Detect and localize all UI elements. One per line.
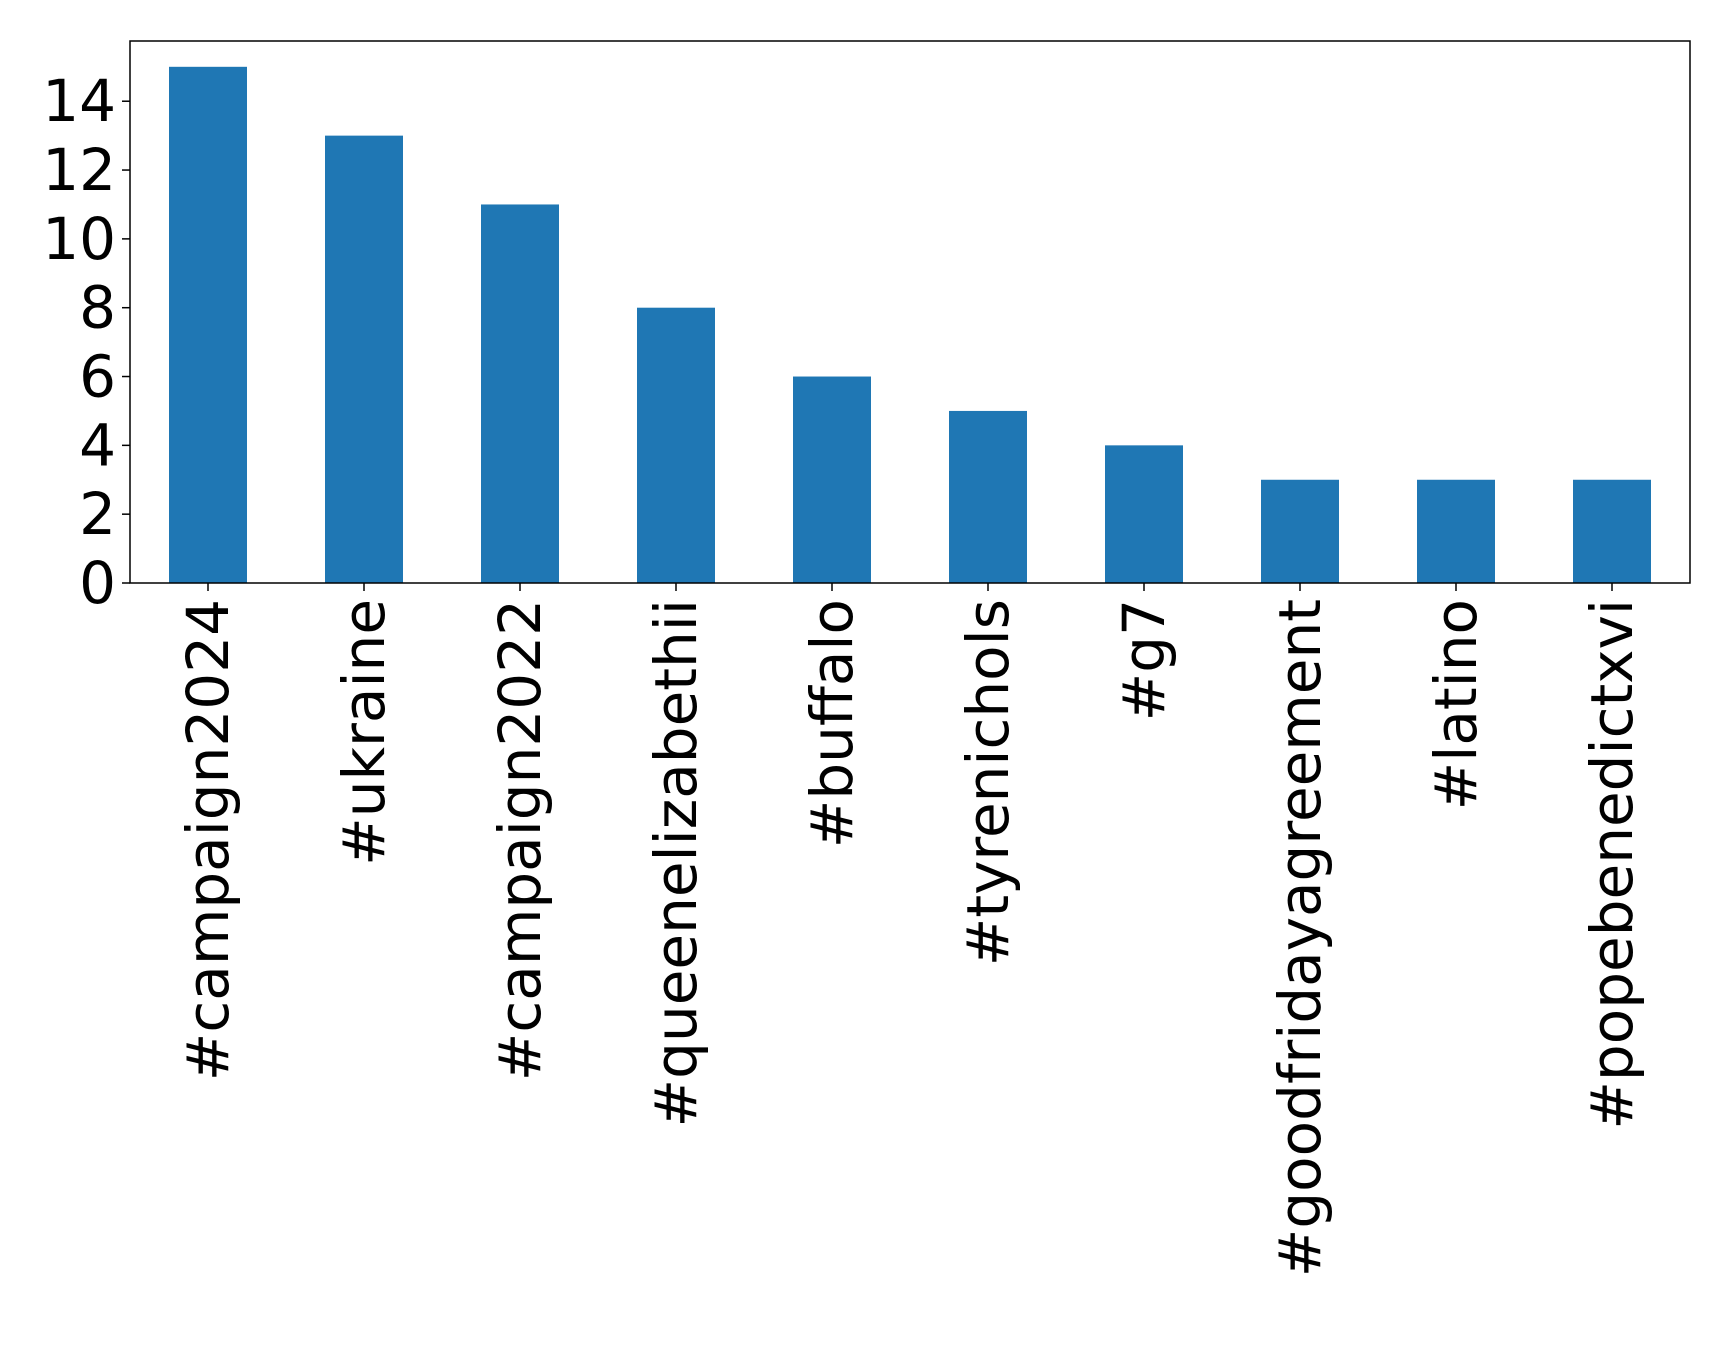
y-tick-label: 8 (79, 274, 116, 342)
x-tick-label: #campaign2022 (486, 599, 554, 1081)
y-tick-label: 14 (42, 67, 116, 135)
y-tick-label: 10 (42, 205, 116, 273)
bar (949, 410, 1027, 583)
y-tick-label: 12 (42, 136, 116, 204)
bar (481, 204, 559, 583)
x-tick-label: #queenelizabethii (642, 599, 710, 1127)
x-tick-label: #tyrenichols (954, 599, 1022, 966)
y-tick-label: 4 (79, 411, 116, 479)
y-tick-label: 6 (79, 343, 116, 411)
x-tick-label: #campaign2024 (174, 599, 242, 1081)
bars-group (169, 66, 1651, 584)
plot-frame (129, 40, 1691, 584)
bar (1105, 445, 1183, 583)
bar (793, 376, 871, 583)
y-tick-label: 2 (79, 480, 116, 548)
bar (1573, 479, 1651, 583)
x-axis-ticks: #campaign2024 #ukraine #campaign2022 #queen… (174, 583, 1646, 1277)
bar (169, 66, 247, 584)
x-tick-label: #latino (1422, 599, 1490, 810)
bar (1417, 479, 1495, 583)
x-tick-label: #ukraine (330, 599, 398, 866)
x-tick-label: #popebenedictxvi (1578, 599, 1646, 1130)
x-tick-label: #buffalo (798, 599, 866, 848)
bar (637, 307, 715, 583)
x-tick-label: #g7 (1110, 599, 1178, 721)
y-tick-label: 0 (79, 549, 116, 617)
bar (1261, 479, 1339, 583)
bar (325, 135, 403, 583)
x-tick-label: #goodfridayagreement (1266, 599, 1334, 1277)
